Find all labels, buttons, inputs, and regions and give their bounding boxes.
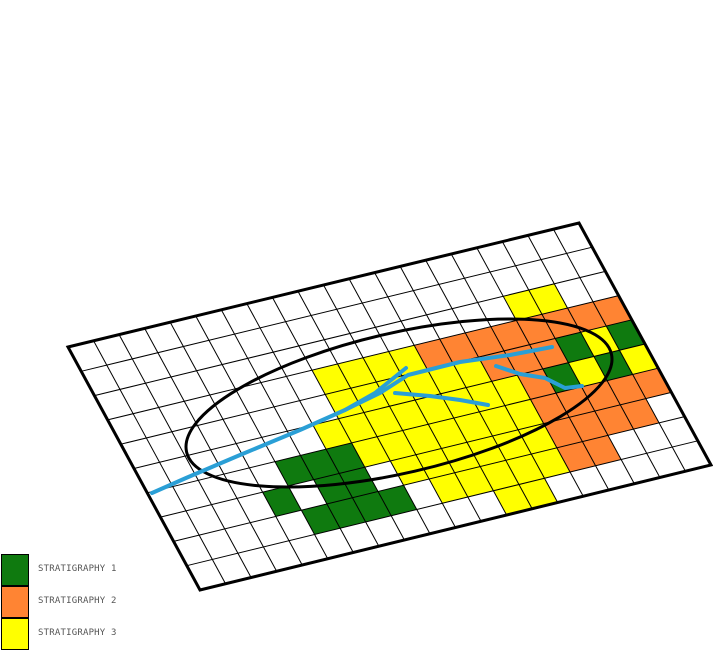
legend-label-stratigraphy-2: STRATIGRAPHY 2: [38, 596, 117, 606]
grid-row-line: [160, 391, 672, 518]
stratigraphy-3-cell: [415, 393, 454, 425]
stratigraphy-2-cell: [594, 404, 634, 436]
stratigraphy-2-cell: [414, 339, 453, 370]
stratigraphy-3-cell: [351, 436, 391, 468]
grid-row-line: [94, 270, 606, 397]
stratigraphy-2-cell: [581, 380, 621, 412]
stratigraphy-2-cell: [569, 411, 608, 442]
stratigraphy-2-cell: [490, 320, 530, 351]
grid-row-line: [186, 440, 698, 567]
stratigraphy-3-cell: [528, 283, 568, 315]
stratigraphy-3-cell: [493, 484, 533, 515]
stratigraphy-3-cell: [454, 466, 494, 498]
stratigraphy-2-cell: [439, 332, 479, 364]
stratigraphy-3-cell: [338, 412, 378, 443]
grid-row-line: [173, 416, 685, 542]
stratigraphy-3-cell: [402, 424, 442, 455]
stratigraphy-2-cell: [465, 326, 505, 358]
stratigraphy-2-cell: [529, 338, 569, 369]
stratigraphy-3-cell: [415, 448, 455, 479]
stratigraphy-3-cell: [390, 454, 430, 486]
stratigraphy-2-cell: [556, 441, 596, 473]
river-east-branch: [494, 364, 584, 390]
stratigraphy-3-cell: [504, 399, 544, 430]
stratigraphy-3-cell: [401, 369, 441, 401]
stratigraphy-1-cell: [326, 442, 365, 474]
stratigraphy-3-cell: [312, 418, 352, 450]
legend-swatch-stratigraphy-2: [1, 586, 29, 618]
stratigraphy-2-cell: [567, 301, 607, 333]
stratigraphy-3-cell: [531, 447, 571, 479]
legend-item-stratigraphy-3: STRATIGRAPHY 3: [0, 618, 200, 652]
stratigraphy-2-cell: [556, 386, 595, 418]
stratigraphy-1-cell: [555, 332, 594, 363]
legend-label-stratigraphy-3: STRATIGRAPHY 3: [38, 628, 117, 638]
river-network: [150, 345, 584, 495]
stratigraphy-2-cell: [607, 374, 646, 405]
stratigraphy-3-cell: [325, 388, 364, 419]
stratigraphy-1-cell: [378, 485, 417, 516]
stratigraphy-3-cell: [388, 345, 428, 376]
stratigraphy-3-cell: [427, 363, 467, 394]
stratigraphy-3-cell: [503, 290, 542, 321]
stratigraphy-3-cell: [479, 405, 519, 437]
stratigraphy-1-cell: [352, 491, 392, 522]
stratigraphy-1-cell: [262, 485, 302, 517]
stratigraphy-1-cell: [301, 503, 341, 535]
river-lower-branch: [393, 391, 490, 407]
stratigraphy-3-cell: [453, 411, 493, 443]
stratigraphy-2-cell: [582, 435, 622, 466]
river-upper-branch: [343, 366, 408, 412]
stratigraphy-3-cell: [363, 351, 402, 382]
grid-row-line: [133, 343, 646, 469]
stratigraphy-3-cell: [377, 430, 416, 461]
stratigraphy-3-cell: [518, 478, 558, 509]
grid-row-line: [81, 246, 593, 372]
legend-label-stratigraphy-1: STRATIGRAPHY 1: [38, 564, 117, 574]
stratigraphy-1-cell: [593, 350, 633, 381]
stratigraphy-3-cell: [312, 363, 351, 395]
stratigraphy-1-cell: [300, 449, 340, 480]
stratigraphy-3-cell: [518, 423, 557, 455]
legend-swatch-stratigraphy-1: [1, 554, 29, 586]
stratigraphy-3-cell: [568, 356, 608, 387]
stratigraphy-2-cell: [620, 398, 660, 430]
legend-swatch-stratigraphy-3: [1, 618, 29, 650]
stratigraphy-3-cell: [389, 400, 429, 431]
stratigraphy-3-cell: [440, 387, 480, 419]
legend-item-stratigraphy-1: STRATIGRAPHY 1: [0, 554, 200, 588]
deposit-boundary: [184, 317, 614, 489]
stratigraphy-3-cell: [491, 375, 531, 406]
grid-row-line: [120, 319, 632, 445]
legend-item-stratigraphy-2: STRATIGRAPHY 2: [0, 586, 200, 620]
stratigraphy-3-cell: [429, 472, 468, 504]
stratigraphy-1-cell: [326, 497, 366, 529]
stratigraphy-3-cell: [337, 357, 377, 389]
plane-outline: [65, 221, 713, 592]
stratigraphy-3-cell: [363, 406, 403, 437]
stratigraphy-3-cell: [452, 357, 492, 388]
stratigraphy-2-cell: [543, 417, 583, 448]
stratigraphy-3-cell: [428, 418, 467, 449]
stratigraphy-1-cell: [274, 455, 314, 486]
stratigraphy-1-cell: [313, 473, 353, 504]
stratigraphy-3-cell: [505, 454, 545, 485]
grid-row-line: [107, 295, 619, 421]
stratigraphy-3-cell: [480, 460, 519, 491]
